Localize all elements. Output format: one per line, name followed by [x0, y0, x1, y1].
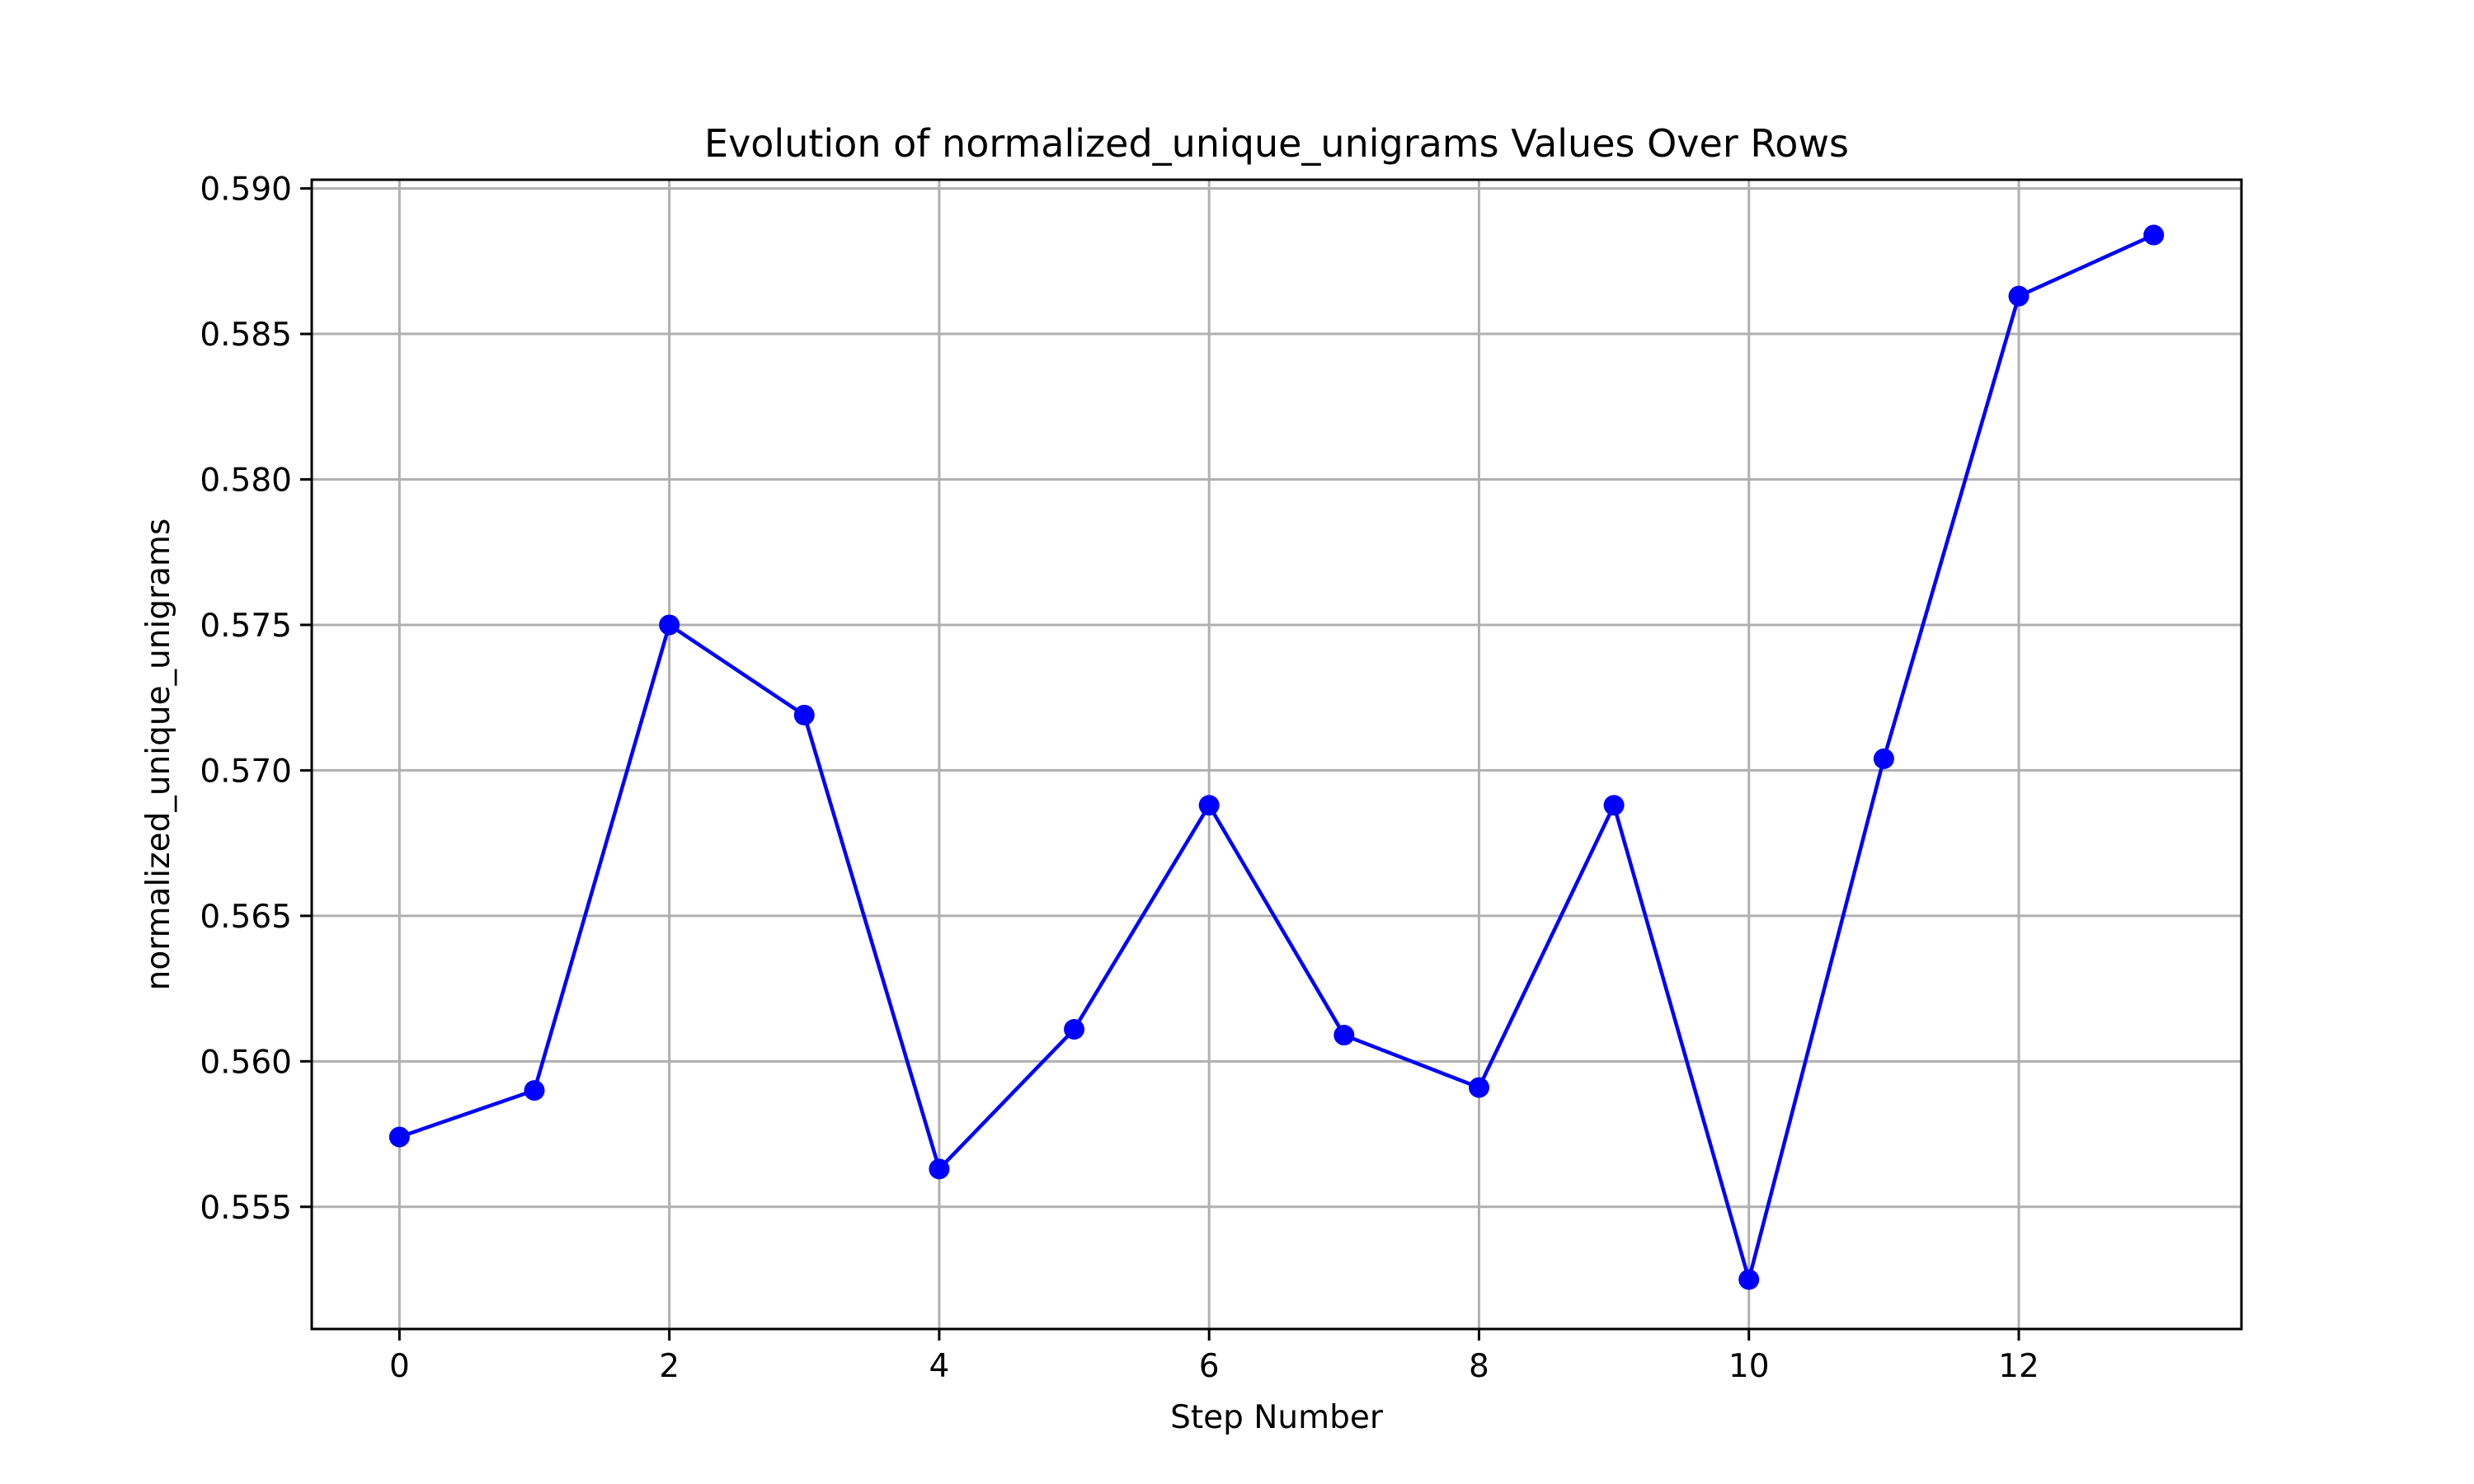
- x-tick-label: 12: [1998, 1348, 2039, 1385]
- plot-area-frame: [310, 178, 2243, 1331]
- chart-title: Evolution of normalized_unique_unigrams …: [704, 121, 1849, 166]
- y-tick-label: 0.590: [200, 171, 292, 209]
- x-tick-label: 0: [389, 1348, 410, 1385]
- data-point: [524, 1080, 545, 1101]
- data-point: [929, 1158, 950, 1180]
- x-tick-label: 8: [1469, 1348, 1489, 1385]
- data-point: [1064, 1019, 1085, 1040]
- x-tick-label: 6: [1199, 1348, 1220, 1385]
- data-point: [1603, 795, 1625, 816]
- data-point: [659, 614, 680, 636]
- data-point: [2008, 285, 2030, 307]
- y-tick-label: 0.560: [200, 1044, 292, 1081]
- y-tick-label: 0.565: [200, 899, 292, 936]
- x-tick-label: 2: [659, 1348, 680, 1385]
- y-tick-label: 0.575: [200, 608, 292, 645]
- data-point: [1738, 1269, 1760, 1290]
- data-point: [1873, 748, 1894, 769]
- series-line: [398, 233, 2155, 1282]
- y-axis-label: normalized_unique_unigrams: [140, 519, 177, 991]
- y-tick-label: 0.580: [200, 462, 292, 499]
- x-tick-label: 4: [929, 1348, 949, 1385]
- data-point: [2143, 224, 2165, 246]
- y-tick-label: 0.570: [200, 753, 292, 790]
- grid: [312, 180, 2241, 1329]
- x-tick-label: 10: [1729, 1348, 1770, 1385]
- data-point: [1468, 1077, 1489, 1098]
- x-axis-label: Step Number: [1170, 1399, 1384, 1436]
- axis-ticks: 0 2 4 6 8 10 12 0.555 0.560 0.565 0.570 0.575 0.580 0…: [200, 171, 2039, 1385]
- y-tick-label: 0.555: [200, 1190, 292, 1227]
- data-point: [388, 1126, 410, 1148]
- data-point: [1198, 795, 1220, 816]
- series-line-group: [388, 224, 2165, 1290]
- data-point: [1333, 1025, 1355, 1046]
- data-point: [793, 704, 815, 726]
- y-tick-label: 0.585: [200, 317, 292, 354]
